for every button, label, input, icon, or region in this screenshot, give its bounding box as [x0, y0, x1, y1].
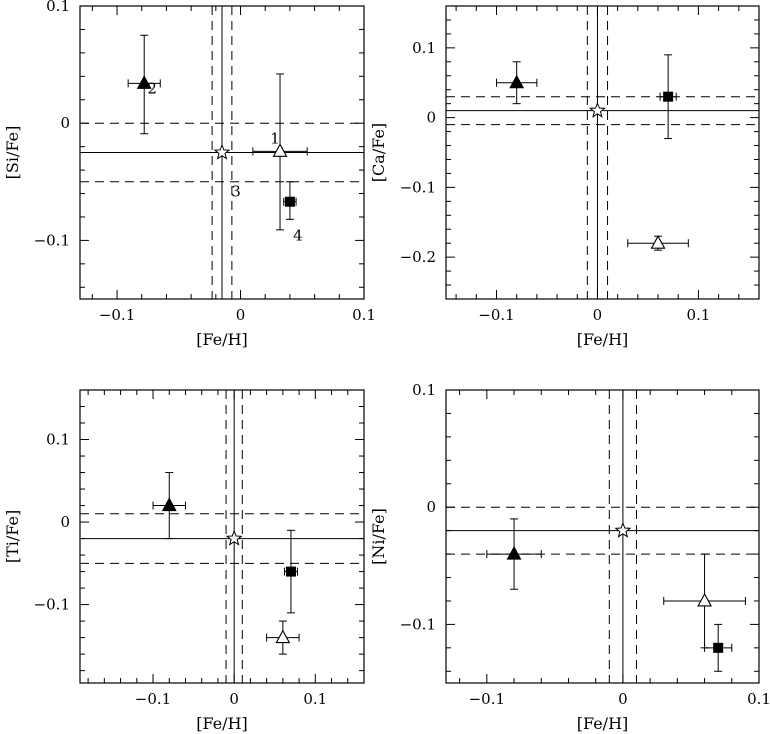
reference-lines	[446, 6, 759, 299]
panel-cafe: −0.1 0 0.1 −0.2 −0.1 0 0.1 [Fe/H] [Ca/Fe]	[369, 5, 760, 349]
star-marker	[225, 529, 243, 546]
panel-sife: −0.1 0 0.1 −0.1 0 0.1 [Fe/H] [Si/Fe]	[3, 0, 376, 349]
x-tick-label: −0.1	[478, 306, 514, 324]
open-triangle-marker	[650, 235, 666, 249]
y-tick-label: 0.1	[412, 381, 436, 399]
data-point-filled-square	[704, 623, 733, 672]
open-triangle-marker	[275, 629, 291, 644]
y-tick-label: 0	[426, 109, 436, 127]
point-annotation: 1	[270, 129, 280, 147]
panel-tife: −0.1 0 0.1 −0.1 0 0.1 [Fe/H] [Ti/Fe]	[3, 389, 365, 733]
y-tick-label: −0.1	[34, 596, 70, 614]
plot-frame	[79, 389, 365, 684]
reference-lines	[446, 390, 759, 683]
data-point-filled-square	[283, 529, 298, 614]
open-triangle-marker	[697, 592, 712, 607]
filled-square-marker	[284, 196, 295, 207]
y-axis-label: [Ca/Fe]	[369, 123, 388, 182]
x-tick-label: 0	[236, 306, 246, 324]
x-tick-label: 0	[618, 690, 628, 708]
plot-frame	[445, 389, 760, 684]
y-tick-label: 0.1	[412, 39, 436, 57]
panel-nife: −0.1 0 0.1 −0.1 0 0.1 [Fe/H] [Ni/Fe]	[369, 381, 770, 733]
x-tick-label: 0	[229, 690, 239, 708]
data-point-filled-triangle	[495, 61, 538, 105]
plot-frame	[445, 5, 760, 300]
x-axis-label: [Fe/H]	[577, 330, 629, 349]
y-axis-label: [Ti/Fe]	[3, 510, 22, 563]
x-tick-label: 0.1	[747, 690, 770, 708]
y-tick-label: −0.1	[400, 615, 436, 633]
data-point-star	[213, 143, 231, 160]
data-point-filled-triangle	[152, 472, 186, 540]
x-axis-label: [Fe/H]	[196, 330, 248, 349]
data-point-open-triangle	[627, 235, 689, 251]
filled-square-marker	[285, 566, 296, 577]
point-annotation: 3	[231, 183, 241, 201]
y-axis-label: [Ni/Fe]	[369, 508, 388, 565]
star-marker	[213, 143, 231, 160]
filled-triangle-marker	[161, 497, 177, 512]
star-marker	[588, 101, 606, 118]
filled-square-marker	[713, 642, 724, 653]
star-marker	[614, 521, 632, 538]
y-axis-label: [Si/Fe]	[3, 126, 22, 180]
x-tick-label: −0.1	[469, 690, 505, 708]
x-tick-label: −0.1	[135, 690, 171, 708]
plot-frame	[79, 5, 365, 300]
x-axis-label: [Fe/H]	[196, 714, 248, 733]
y-tick-label: 0	[60, 513, 70, 531]
filled-triangle-marker	[506, 545, 522, 560]
x-tick-label: 0	[593, 306, 603, 324]
y-tick-label: 0	[426, 498, 436, 516]
reference-lines	[80, 390, 364, 683]
data-point-filled-triangle	[127, 34, 161, 135]
y-tick-label: −0.1	[34, 231, 70, 249]
x-axis-label: [Fe/H]	[577, 714, 629, 733]
point-annotation: 2	[147, 79, 157, 97]
filled-square-marker	[663, 91, 674, 102]
y-tick-label: 0.1	[46, 431, 70, 449]
reference-lines	[80, 6, 364, 299]
data-point-open-triangle	[266, 620, 300, 655]
y-tick-label: −0.2	[400, 248, 436, 266]
point-annotation: 4	[293, 227, 303, 245]
x-tick-label: 0.1	[352, 306, 376, 324]
data-point-filled-square	[283, 181, 297, 220]
y-tick-label: 0.1	[46, 0, 70, 15]
open-triangle-marker	[272, 143, 288, 157]
data-point-open-triangle	[252, 73, 308, 231]
data-point-star	[225, 529, 243, 546]
data-point-star	[614, 521, 632, 538]
y-tick-label: −0.1	[400, 178, 436, 196]
filled-triangle-marker	[509, 74, 525, 89]
x-tick-label: 0.1	[686, 306, 710, 324]
filled-triangle-marker	[136, 75, 152, 89]
data-point-filled-square	[659, 54, 677, 140]
x-tick-label: −0.1	[99, 306, 135, 324]
data-point-filled-triangle	[486, 518, 542, 590]
data-point-star	[588, 101, 606, 118]
y-tick-label: 0	[60, 114, 70, 132]
x-tick-label: 0.1	[303, 690, 327, 708]
data-point-open-triangle	[663, 553, 746, 649]
